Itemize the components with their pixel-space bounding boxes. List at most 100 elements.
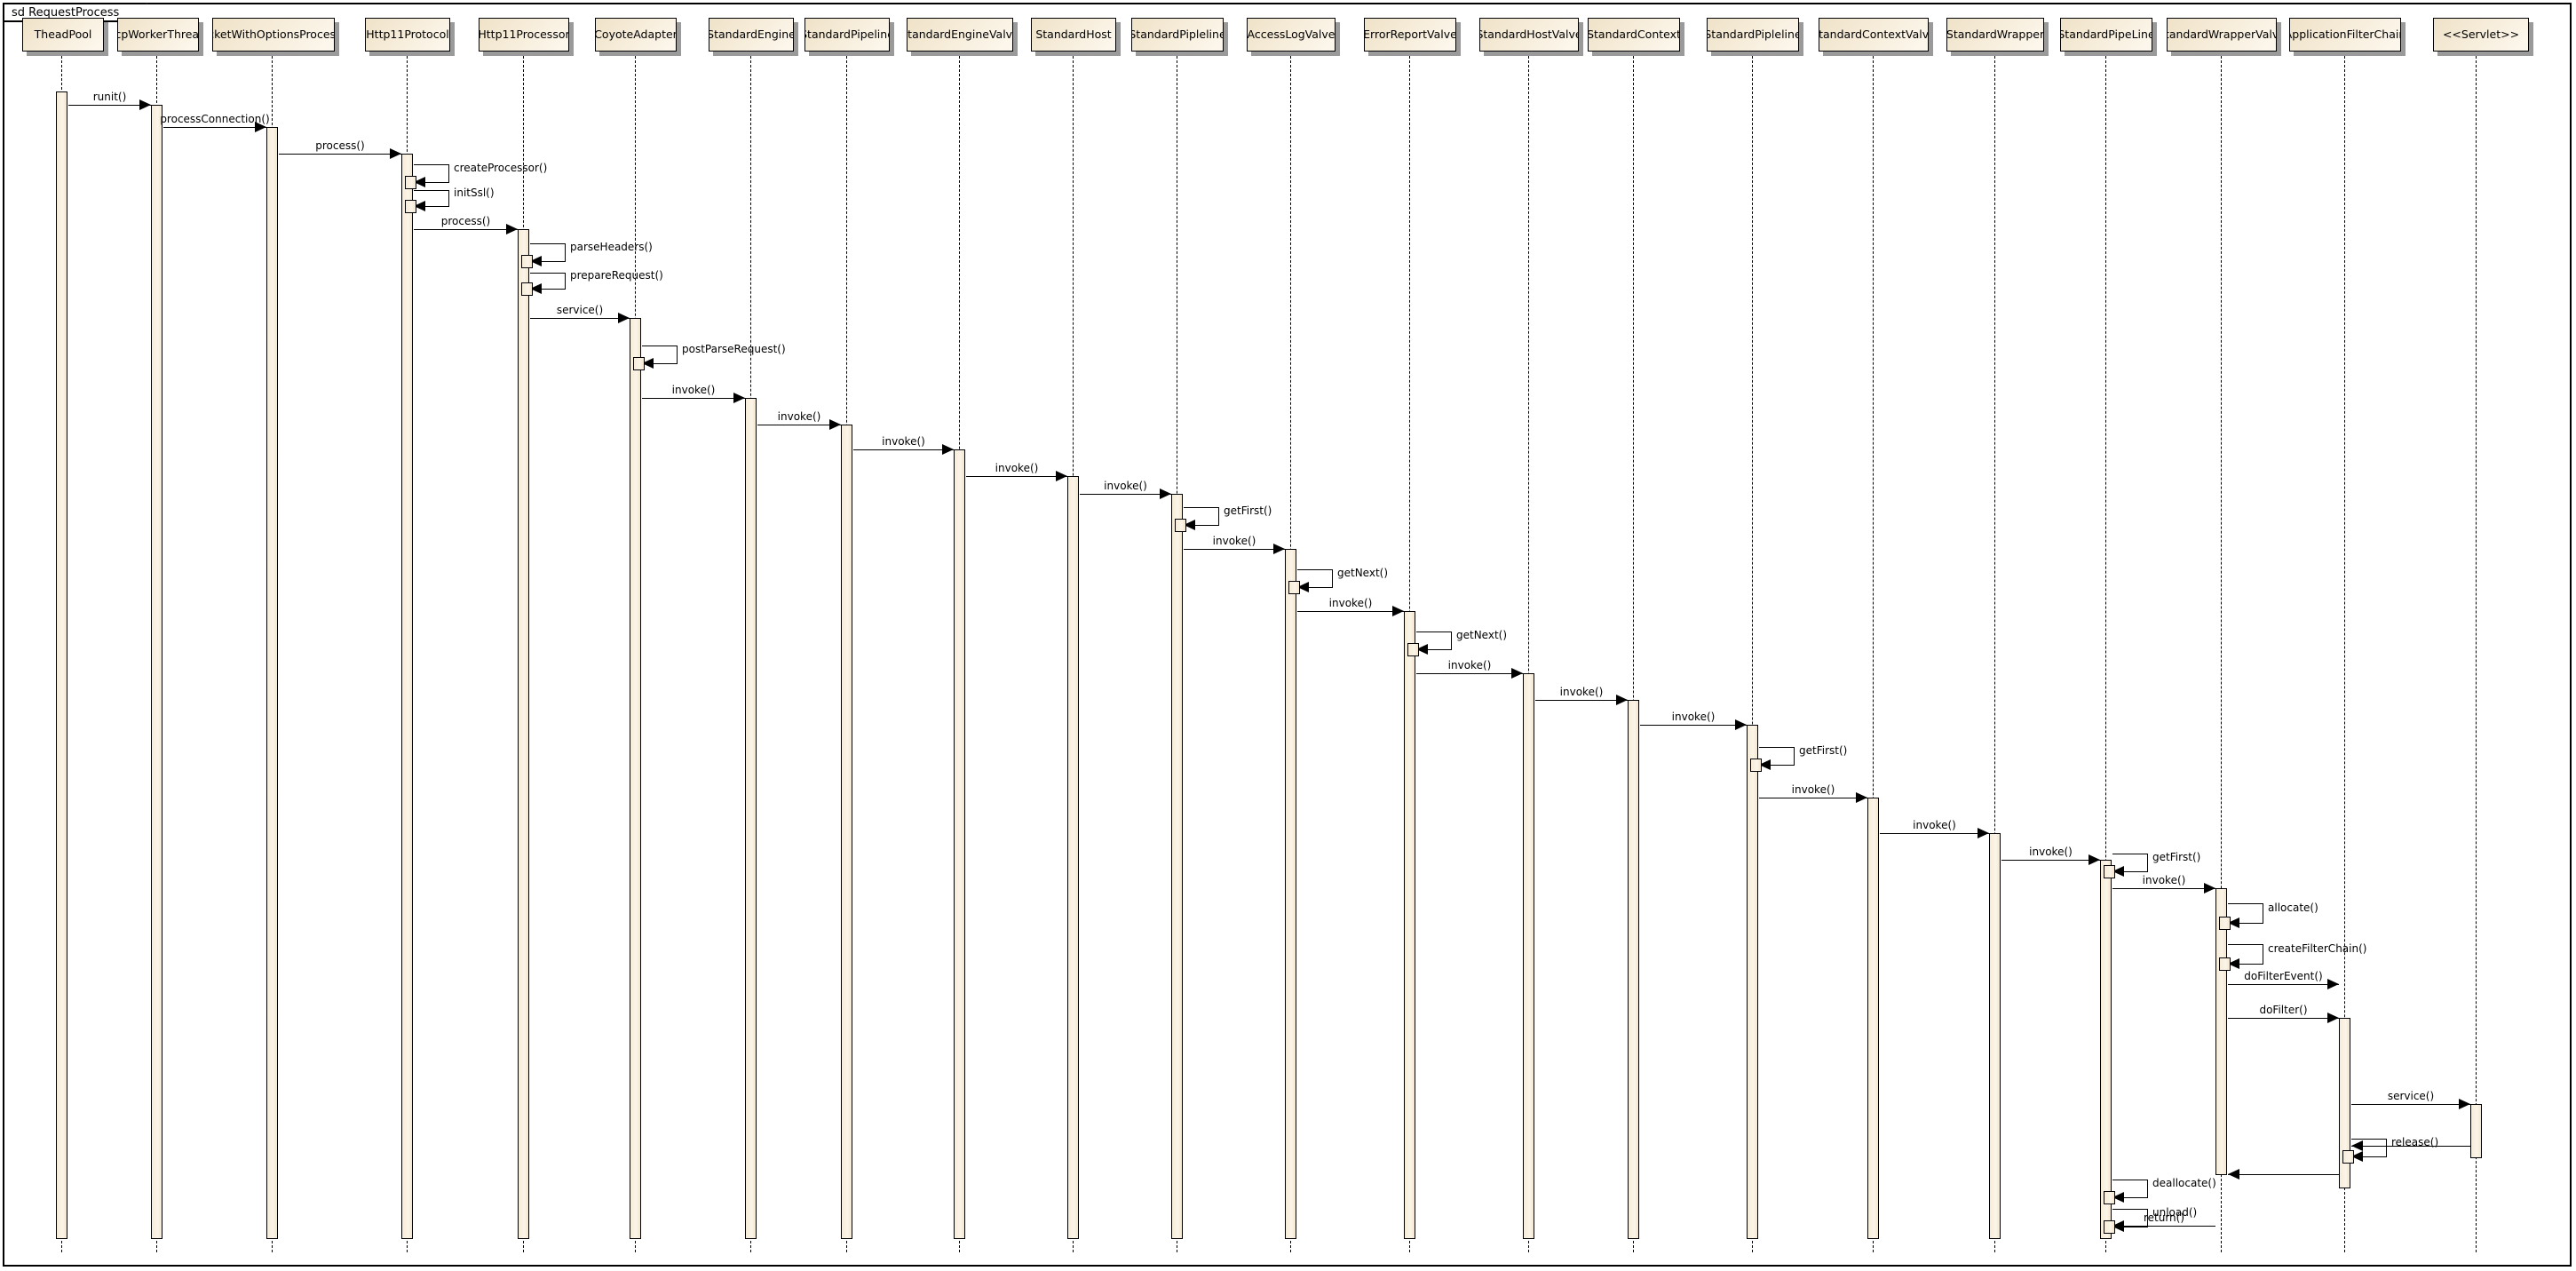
- message-label-m22: invoke(): [1559, 686, 1604, 698]
- message-arrowhead-m37: [2228, 1169, 2239, 1180]
- self-call-arrowhead-s12: [2228, 958, 2239, 969]
- lifeline-header-standardwrapper[interactable]: StandardWrapper: [1946, 18, 2044, 52]
- lifeline-label: Http11Processor: [479, 27, 569, 41]
- lifeline-header-standardcontextvalve[interactable]: StandardContextValve: [1819, 18, 1929, 52]
- message-arrowhead-m14: [1056, 471, 1067, 481]
- self-call-right-line: [1332, 569, 1333, 587]
- message-line-m27: [2001, 860, 2100, 861]
- self-call-right-line: [1794, 747, 1795, 765]
- self-call-bottom-line: [414, 182, 449, 183]
- lifeline-header-standardenginevalve[interactable]: StandardEngineValve: [907, 18, 1013, 52]
- lifeline-header-errorreportvalve[interactable]: ErrorReportValve: [1364, 18, 1456, 52]
- lifeline-label: StandardContext: [1588, 27, 1680, 41]
- self-call-activation-s01: [405, 176, 416, 189]
- message-label-m33: doFilter(): [2259, 1004, 2308, 1016]
- self-call-label-s08: getNext(): [1456, 629, 1508, 641]
- lifeline-label: CoyoteAdapter: [595, 27, 677, 41]
- message-arrowhead-m15: [1160, 489, 1171, 499]
- self-call-s11: [2228, 903, 2263, 924]
- self-call-activation-s13: [2342, 1150, 2354, 1164]
- self-call-bottom-line: [2228, 964, 2263, 965]
- self-call-activation-s07: [1288, 581, 1300, 594]
- self-call-bottom-line: [1184, 525, 1219, 526]
- message-arrowhead-m09: [618, 313, 630, 323]
- self-call-label-s04: prepareRequest(): [570, 269, 663, 282]
- message-arrowhead-m26: [1978, 828, 1989, 838]
- lifeline-dashed-line-standardwrappervalve: [2221, 52, 2222, 1252]
- self-call-label-s07: getNext(): [1337, 567, 1389, 579]
- activation-bar-standardhostvalve: [1523, 673, 1534, 1239]
- self-call-top-line: [2228, 944, 2263, 945]
- message-arrowhead-m22: [1616, 695, 1628, 705]
- self-call-arrowhead-s03: [530, 256, 542, 266]
- activation-bar-standardpipleline2: [1171, 494, 1183, 1239]
- lifeline-label: StandardPipleline: [1131, 27, 1224, 41]
- self-call-arrowhead-s13: [2351, 1151, 2363, 1162]
- message-arrowhead-m03: [390, 148, 401, 159]
- activation-bar-standardpipeline1: [841, 425, 852, 1239]
- self-call-label-s13: release(): [2391, 1136, 2439, 1148]
- self-call-activation-s14: [2104, 1191, 2115, 1204]
- self-call-bottom-line: [2112, 1197, 2148, 1198]
- lifeline-header-standardcontext[interactable]: StandardContext: [1588, 18, 1680, 52]
- lifeline-header-standardhost[interactable]: StandardHost: [1031, 18, 1116, 52]
- self-call-top-line: [1297, 569, 1333, 570]
- self-call-s02: [414, 190, 449, 207]
- message-label-m14: invoke(): [995, 462, 1039, 474]
- message-label-m17: invoke(): [1212, 535, 1256, 547]
- activation-bar-standardwrappervalve: [2215, 888, 2227, 1175]
- lifeline-dashed-line-servlet: [2476, 52, 2477, 1252]
- lifeline-label: ApplicationFilterChain: [2289, 27, 2401, 41]
- lifeline-header-standardengine[interactable]: StandardEngine: [709, 18, 794, 52]
- message-arrowhead-m25: [1856, 792, 1867, 803]
- lifeline-header-standardpipleline3[interactable]: StandardPipleline: [1707, 18, 1799, 52]
- activation-bar-socketwithoptions: [266, 127, 278, 1239]
- self-call-activation-s08: [1407, 643, 1419, 656]
- lifeline-dashed-line-standardwrapper: [1994, 52, 1995, 1252]
- lifeline-header-tcpworkerthread[interactable]: TcpWorkerThread: [117, 18, 199, 52]
- lifeline-header-socketwithoptions[interactable]: SocketWithOptionsProcessor: [212, 18, 335, 52]
- self-call-label-s11: allocate(): [2268, 902, 2318, 914]
- lifeline-header-standardhostvalve[interactable]: StandardHostValve: [1479, 18, 1579, 52]
- lifeline-header-standardpipleline2[interactable]: StandardPipleline: [1131, 18, 1224, 52]
- lifeline-header-accesslogvalve[interactable]: AccessLogValve: [1247, 18, 1336, 52]
- self-call-bottom-line: [2351, 1156, 2387, 1157]
- message-line-m06: [414, 229, 518, 230]
- lifeline-label: TheadPool: [34, 27, 92, 41]
- lifeline-header-standardpipeline1[interactable]: StandardPipeline: [805, 18, 890, 52]
- message-label-m25: invoke(): [1791, 783, 1835, 796]
- message-line-m29: [2112, 888, 2215, 889]
- lifeline-header-standardwrappervalve[interactable]: StandardWrapperValve: [2167, 18, 2277, 52]
- self-call-activation-s11: [2219, 917, 2231, 930]
- lifeline-header-servlet[interactable]: <<Servlet>>: [2433, 18, 2529, 52]
- self-call-right-line: [448, 164, 449, 182]
- lifeline-header-coyoteadapter[interactable]: CoyoteAdapter: [595, 18, 677, 52]
- lifeline-header-standardpipeline4[interactable]: StandardPipeLine: [2060, 18, 2152, 52]
- activation-bar-standardcontextvalve: [1867, 798, 1879, 1239]
- self-call-right-line: [2386, 1139, 2387, 1156]
- message-line-m37: [2228, 1174, 2339, 1175]
- message-line-m21: [1416, 673, 1523, 674]
- message-line-m11: [642, 398, 745, 399]
- message-label-m29: invoke(): [2142, 874, 2186, 886]
- self-call-s08: [1416, 632, 1452, 650]
- message-arrowhead-m33: [2327, 1013, 2339, 1023]
- self-call-bottom-line: [414, 206, 449, 207]
- message-line-m26: [1880, 833, 1989, 834]
- lifeline-label: StandardWrapper: [1946, 27, 2044, 41]
- lifeline-label: StandardHost: [1035, 27, 1112, 41]
- message-arrowhead-m17: [1273, 544, 1285, 554]
- self-call-s01: [414, 164, 449, 183]
- activation-bar-standardwrapper: [1989, 833, 2001, 1239]
- message-line-m19: [1297, 611, 1404, 612]
- self-call-right-line: [1218, 507, 1219, 525]
- self-call-bottom-line: [530, 289, 566, 290]
- lifeline-header-http11protocol[interactable]: Http11Protocol: [365, 18, 450, 52]
- lifeline-dashed-line-standardpipeline4: [2105, 52, 2106, 1252]
- self-call-label-s09: getFirst(): [1799, 744, 1848, 757]
- activation-bar-http11protocol: [401, 154, 413, 1239]
- lifeline-header-threadpool[interactable]: TheadPool: [22, 18, 104, 52]
- lifeline-header-applicationfilterchain[interactable]: ApplicationFilterChain: [2289, 18, 2401, 52]
- message-label-m26: invoke(): [1913, 819, 1956, 831]
- lifeline-header-http11processor[interactable]: Http11Processor: [479, 18, 569, 52]
